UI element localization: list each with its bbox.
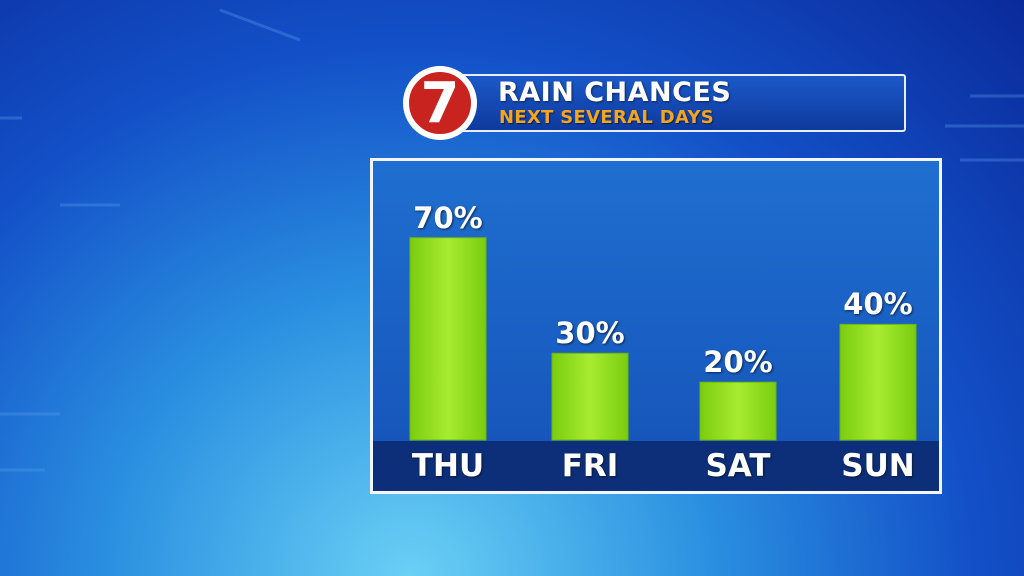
value-label-thu: 70% [413,200,483,235]
channel-7-logo: 7 [403,66,477,140]
value-label-sun: 40% [843,287,913,322]
category-label-fri: FRI [561,448,619,484]
bar-fri [551,352,629,441]
chart-title: RAIN CHANCES [498,77,732,108]
bar-thu [409,237,487,441]
category-label-sun: SUN [841,448,915,484]
logo-text: 7 [421,71,460,136]
category-label-sat: SAT [705,448,771,484]
bar-sun [839,323,917,441]
chart-subtitle: NEXT SEVERAL DAYS [499,107,715,128]
value-label-fri: 30% [555,316,625,351]
category-label-thu: THU [411,448,485,484]
header-banner [458,74,906,132]
bar-sat [699,381,777,441]
value-label-sat: 20% [703,345,773,380]
category-band [373,441,939,491]
